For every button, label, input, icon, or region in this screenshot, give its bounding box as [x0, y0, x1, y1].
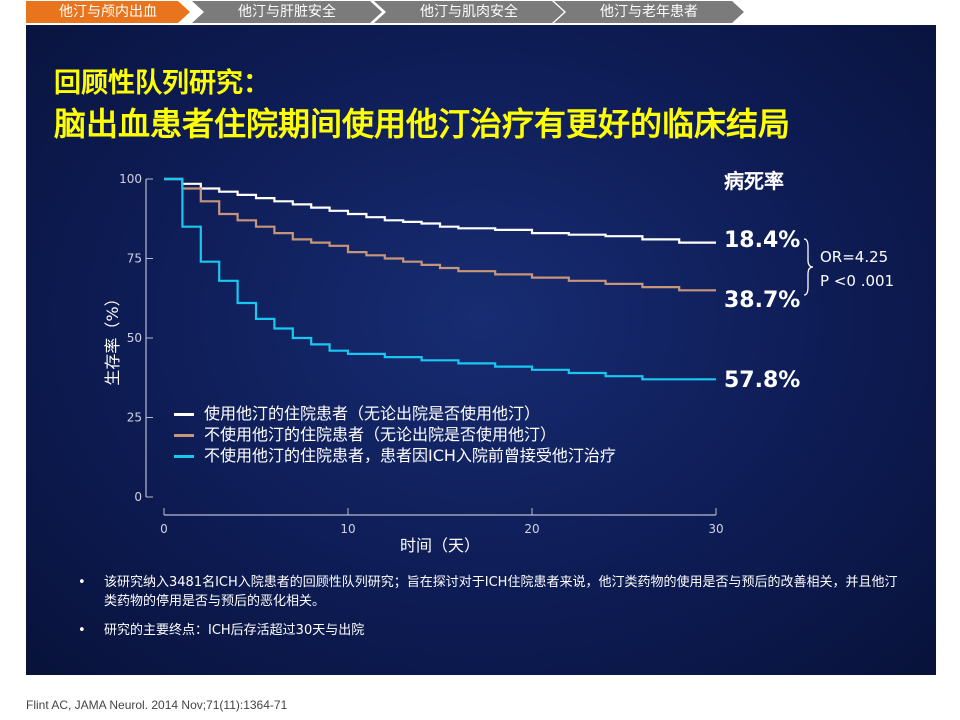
bullet-text: 研究的主要终点：ICH后存活超过30天与出院: [104, 623, 365, 638]
tab-statin-muscle[interactable]: 他汀与肌肉安全: [374, 1, 564, 23]
chart-legend: 使用他汀的住院患者（无论出院是否使用他汀） 不使用他汀的住院患者（无论出院是否使…: [174, 403, 644, 466]
bullet-icon: •: [78, 575, 86, 590]
legend-item: 不使用他汀的住院患者（无论出院是否使用他汀）: [174, 424, 644, 445]
x-tick-label: 30: [708, 522, 723, 536]
tab-statin-liver[interactable]: 他汀与肝脏安全: [192, 1, 382, 23]
bullet-item: • 该研究纳入3481名ICH入院患者的回顾性队列研究；旨在探讨对于ICH住院患…: [78, 573, 898, 611]
legend-label: 不使用他汀的住院患者（无论出院是否使用他汀）: [204, 425, 557, 444]
odds-ratio: OR=4.25: [820, 248, 889, 266]
slide-title-line1: 回顾性队列研究：: [54, 68, 270, 99]
tab-statin-elderly[interactable]: 他汀与老年患者: [554, 1, 744, 23]
series-line-2: [164, 177, 716, 381]
study-notes: • 该研究纳入3481名ICH入院患者的回顾性队列研究；旨在探讨对于ICH住院患…: [78, 573, 898, 650]
legend-swatch: [174, 434, 194, 437]
x-tick-label: 10: [340, 522, 355, 536]
mortality-heading: 病死率: [724, 169, 784, 193]
bullet-text: 该研究纳入3481名ICH入院患者的回顾性队列研究；旨在探讨对于ICH住院患者来…: [104, 575, 898, 609]
mortality-statin: 18.4%: [724, 228, 801, 253]
y-axis-title: 生存率（%）: [103, 290, 122, 385]
y-tick-label: 25: [127, 411, 142, 425]
legend-label: 不使用他汀的住院患者，患者因ICH入院前曾接受他汀治疗: [204, 446, 616, 465]
slide-title-line2: 脑出血患者住院期间使用他汀治疗有更好的临床结局: [54, 105, 791, 143]
section-tabs: 他汀与颅内出血 他汀与肝脏安全 他汀与肌肉安全 他汀与老年患者: [26, 0, 746, 24]
survival-chart: 0 25 50 75 100 0 10 20 30 时间（天） 生存率（%）: [103, 172, 814, 555]
y-tick-label: 75: [127, 252, 142, 266]
legend-item: 不使用他汀的住院患者，患者因ICH入院前曾接受他汀治疗: [174, 445, 644, 466]
series-line-1: [164, 177, 716, 292]
series-line-0: [164, 177, 716, 244]
mortality-discontinued: 57.8%: [724, 368, 801, 393]
legend-swatch: [174, 413, 194, 416]
y-tick-label: 100: [119, 172, 142, 186]
slide-panel: 回顾性队列研究： 脑出血患者住院期间使用他汀治疗有更好的临床结局 0 25 50 75…: [26, 25, 936, 675]
tab-statin-ich[interactable]: 他汀与颅内出血: [26, 1, 190, 23]
p-value: P <0 .001: [820, 272, 895, 290]
y-tick-label: 50: [127, 331, 142, 345]
legend-label: 使用他汀的住院患者（无论出院是否使用他汀）: [204, 404, 541, 423]
x-tick-label: 20: [524, 522, 539, 536]
x-axis-title: 时间（天）: [400, 536, 480, 555]
legend-swatch: [174, 455, 194, 458]
x-tick-label: 0: [160, 522, 168, 536]
bullet-item: • 研究的主要终点：ICH后存活超过30天与出院: [78, 621, 898, 640]
y-tick-label: 0: [134, 490, 142, 504]
significance-bracket: [803, 238, 814, 296]
citation: Flint AC, JAMA Neurol. 2014 Nov;71(11):1…: [26, 698, 288, 712]
legend-item: 使用他汀的住院患者（无论出院是否使用他汀）: [174, 403, 644, 424]
bullet-icon: •: [78, 623, 86, 638]
mortality-no-statin: 38.7%: [724, 288, 801, 313]
